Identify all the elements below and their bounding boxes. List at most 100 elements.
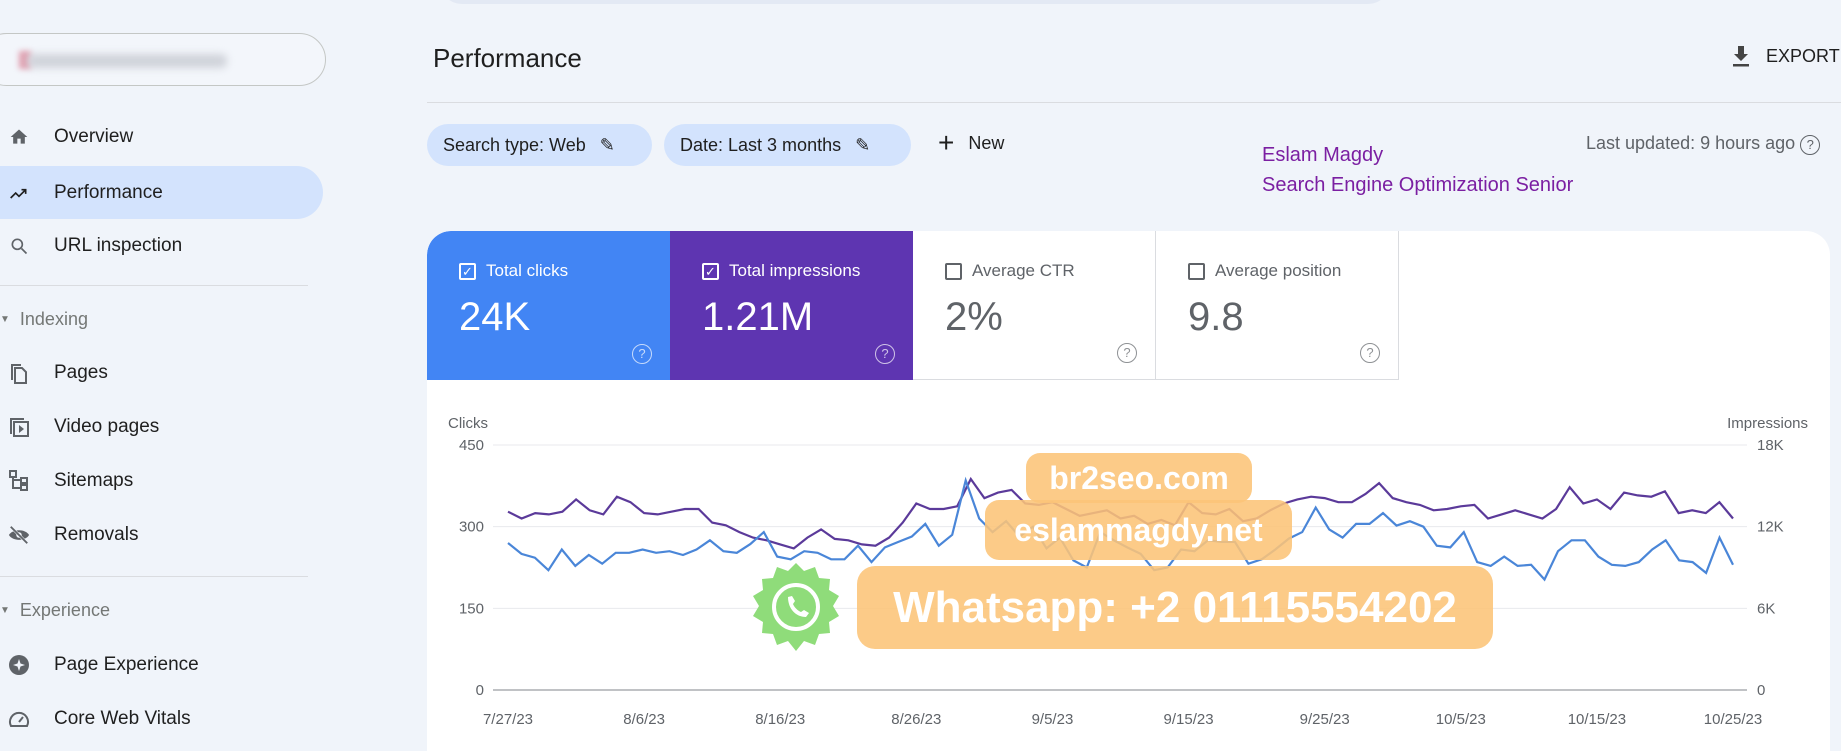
sidebar-item-removals[interactable]: Removals [0,508,323,561]
export-button[interactable]: EXPORT [1730,44,1840,68]
new-label: New [968,132,1005,153]
sidebar-item-pages[interactable]: Pages [0,346,323,399]
metric-label: Total impressions [729,261,861,280]
sidebar-item-page-experience[interactable]: Page Experience [0,638,323,691]
speedometer-icon [8,709,30,729]
help-icon[interactable]: ? [1117,343,1137,363]
whatsapp-icon [753,563,839,651]
edit-pencil-icon: ✎ [599,134,615,155]
video-pages-icon [8,416,30,438]
y-left-tick-label: 0 [476,682,484,699]
plus-icon: + [938,127,955,158]
sidebar-item-label: Core Web Vitals [54,707,191,729]
metric-label: Average position [1215,261,1342,280]
chip-label: Date: Last 3 months [680,134,842,155]
metric-value: 1.21M [702,295,814,339]
author-role: Search Engine Optimization Senior [1262,174,1574,196]
x-tick-label: 8/6/23 [623,711,665,728]
section-label: Experience [19,599,110,620]
edit-pencil-icon: ✎ [855,134,871,155]
sidebar-item-label: Overview [54,125,134,147]
x-tick-label: 7/27/23 [483,711,533,728]
chip-label: Search type: Web [443,134,586,155]
sidebar-item-video-pages[interactable]: Video pages [0,400,323,453]
caret-down-icon: ▼ [0,313,10,325]
sidebar-divider [0,576,308,577]
pages-icon [8,362,30,384]
metric-label: Total clicks [486,261,569,280]
export-label: EXPORT [1766,45,1840,66]
home-icon [8,127,30,147]
caret-down-icon: ▼ [0,604,10,616]
x-tick-label: 10/5/23 [1436,711,1486,728]
x-tick-label: 9/15/23 [1164,711,1214,728]
sidebar-item-sitemaps[interactable]: Sitemaps [0,454,323,507]
y-right-tick-label: 6K [1757,600,1775,617]
sidebar-item-label: Video pages [54,415,160,437]
y-left-tick-label: 300 [459,519,484,536]
metric-total-impressions[interactable]: ✓ Total impressions 1.21M? [670,231,913,380]
help-icon[interactable]: ? [1360,343,1380,363]
x-tick-label: 8/26/23 [891,711,941,728]
section-label: Indexing [19,308,88,329]
sidebar-item-core-web-vitals[interactable]: Core Web Vitals [0,692,323,745]
performance-card: ✓ Total clicks 24K? ✓ Total impressions 1.… [427,231,1830,751]
x-tick-label: 10/15/23 [1568,711,1626,728]
sidebar-item-overview[interactable]: Overview [0,110,323,163]
sidebar-item-label: URL inspection [54,234,183,256]
eye-off-icon [8,525,30,545]
sidebar-section-experience[interactable]: ▼ Experience [0,595,110,625]
metric-total-clicks[interactable]: ✓ Total clicks 24K? [427,231,670,380]
watermark-site-1: br2seo.com [1026,453,1252,503]
download-icon [1733,46,1749,67]
watermark-site-2: eslammagdy.net [985,500,1292,560]
help-icon[interactable]: ? [632,344,652,364]
last-updated-text: Last updated: 9 hours ago ? [1586,133,1821,155]
author-name: Eslam Magdy [1262,144,1384,166]
checkbox-checked-icon[interactable]: ✓ [459,262,476,280]
checkbox-checked-icon[interactable]: ✓ [702,262,719,280]
y-left-axis-title: Clicks [448,415,488,432]
metric-value: 9.8 [1188,295,1244,339]
help-icon[interactable]: ? [875,344,895,364]
metric-label: Average CTR [972,261,1075,280]
watermark-whatsapp: Whatsapp: +2 01115554202 [857,566,1493,649]
sidebar-item-performance[interactable]: Performance [0,166,323,219]
sidebar-item-label: Performance [54,181,163,203]
metric-average-position[interactable]: Average position 9.8? [1156,231,1399,380]
y-right-tick-label: 0 [1757,682,1765,699]
search-bar[interactable] [440,0,1390,4]
sidebar-item-label: Removals [54,523,139,545]
sidebar-item-label: Page Experience [54,653,199,675]
metric-value: 24K [459,295,531,339]
checkbox-unchecked-icon[interactable] [1188,262,1205,280]
header-divider [427,102,1841,103]
new-filter-button[interactable]: + New [938,127,1005,158]
date-filter-chip[interactable]: Date: Last 3 months ✎ [664,124,911,166]
trending-up-icon [8,183,30,203]
property-url-blurred [27,54,227,68]
sidebar-divider [0,285,308,286]
x-tick-label: 10/25/23 [1704,711,1762,728]
metric-average-ctr[interactable]: Average CTR 2%? [913,231,1156,380]
author-watermark: Eslam Magdy Search Engine Optimization Se… [1262,140,1573,200]
page-experience-icon [8,654,30,676]
x-tick-label: 8/16/23 [755,711,805,728]
y-right-tick-label: 12K [1757,519,1784,536]
property-selector[interactable] [0,33,326,86]
search-type-filter-chip[interactable]: Search type: Web ✎ [427,124,652,166]
y-left-tick-label: 150 [459,600,484,617]
checkbox-unchecked-icon[interactable] [945,262,962,280]
sidebar-item-label: Pages [54,361,108,383]
x-tick-label: 9/25/23 [1300,711,1350,728]
x-tick-label: 9/5/23 [1032,711,1074,728]
metric-value: 2% [945,295,1003,339]
y-right-tick-label: 18K [1757,437,1784,454]
page-title: Performance [433,43,582,73]
y-right-axis-title: Impressions [1727,415,1808,432]
sidebar-section-indexing[interactable]: ▼ Indexing [0,304,88,334]
help-icon[interactable]: ? [1800,135,1821,155]
y-left-tick-label: 450 [459,437,484,454]
sidebar-item-url-inspection[interactable]: URL inspection [0,219,323,272]
sitemap-icon [8,469,30,492]
